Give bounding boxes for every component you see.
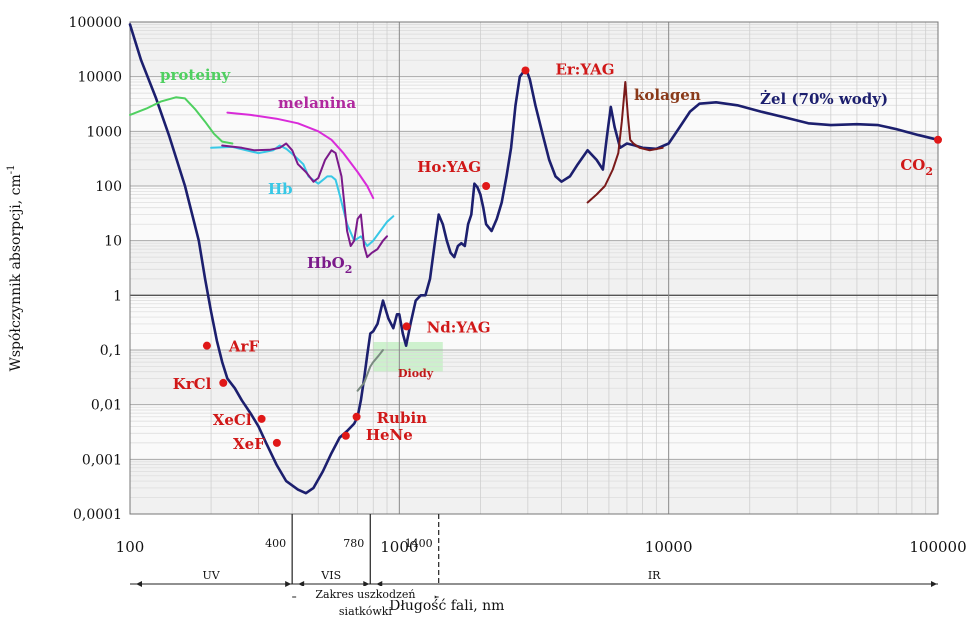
laser-label: ArF [228,338,260,356]
decade-band [130,186,938,241]
decade-band [130,404,938,460]
y-tick-label: 0,1 [100,343,122,359]
series-annotation: proteiny [160,66,231,84]
decade-band [130,459,938,514]
laser-point [521,66,530,75]
x-tick-label: 1400 [405,537,433,550]
x-axis-label: Długość fali, nm [389,598,504,614]
series-annotation: kolagen [634,86,701,104]
retina-range-label: Zakres uszkodzeń [315,588,415,601]
series-line-melanina [226,111,375,200]
y-tick-label: 0,001 [82,452,122,468]
y-tick-label: 100000 [69,15,122,31]
series-annotation: Diody [398,367,434,380]
series-annotation: melanina [278,94,356,112]
laser-label: Rubin [377,409,428,427]
series-line-diode [356,349,384,392]
laser-point [272,438,281,447]
y-tick-label: 1000 [86,124,122,140]
decade-band [130,240,938,296]
series-line-hb [210,144,395,247]
region-label: IR [648,569,661,582]
laser-point [202,341,211,350]
laser-point [934,135,942,144]
x-tick-label: 10000 [645,538,693,556]
axes: 100000 10000 1000 100 10 1 0,1 0,01 0,001 0,0001 1… [6,15,967,614]
decade-band [130,350,938,405]
y-tick-label: 100 [95,179,122,195]
series-line-proteiny [129,96,234,145]
laser-point [352,412,361,421]
spectral-regions: UV VIS IR Zakres uszkodzeń siatkówki [130,514,938,618]
retina-range-label-bg [296,586,435,600]
plot-frame [129,21,939,515]
laser-points [202,66,942,447]
laser-label: Er:YAG [555,60,614,78]
retina-range-label: siatkówki [339,605,393,618]
laser-point [402,322,411,331]
series-line-hbo [221,142,388,259]
laser-point [219,378,228,387]
x-tick-label: 1000 [380,538,418,556]
arrow-head [363,581,370,587]
y-tick-label: 1 [113,288,122,304]
x-tick-label: 100 [116,538,145,556]
laser-label: Nd:YAG [427,318,491,336]
laser-label: CO2 [900,156,933,178]
series-line-kolagen [586,81,664,204]
laser-label: Ho:YAG [417,158,481,176]
y-axis-label: Współczynnik absorpcji, cm-1 [6,164,24,371]
decade-band [130,131,938,186]
laser-label: XeCl [213,411,252,429]
arrow-head [285,581,292,587]
laser-point [341,431,350,440]
x-tick-label: 400 [265,537,286,550]
arrow-head [298,581,305,587]
series-annotation: HbO2 [307,254,352,276]
laser-label: KrCl [173,375,212,393]
x-tick-label: 100000 [909,538,966,556]
decade-band [130,295,938,350]
arrow-head [376,581,383,587]
laser-point [257,414,266,423]
arrow-head [931,581,937,587]
arrow-head [136,581,142,587]
series-annotation: Hb [268,180,293,198]
x-tick-label: 780 [343,537,364,550]
grid-lines [129,21,939,515]
laser-label: XeF [233,435,265,453]
region-label: VIS [320,569,341,582]
laser-point [482,182,491,190]
y-tick-label: 0,01 [91,398,122,414]
laser-label: HeNe [366,426,413,444]
y-tick-label: 10000 [77,70,122,86]
decade-band [130,22,938,77]
series-annotation: Żel (70% wody) [760,89,888,108]
series-lines [128,23,940,495]
y-tick-label: 10 [104,234,122,250]
region-label: UV [202,569,220,582]
y-tick-label: 0,0001 [73,507,122,523]
background-bands [130,22,938,514]
